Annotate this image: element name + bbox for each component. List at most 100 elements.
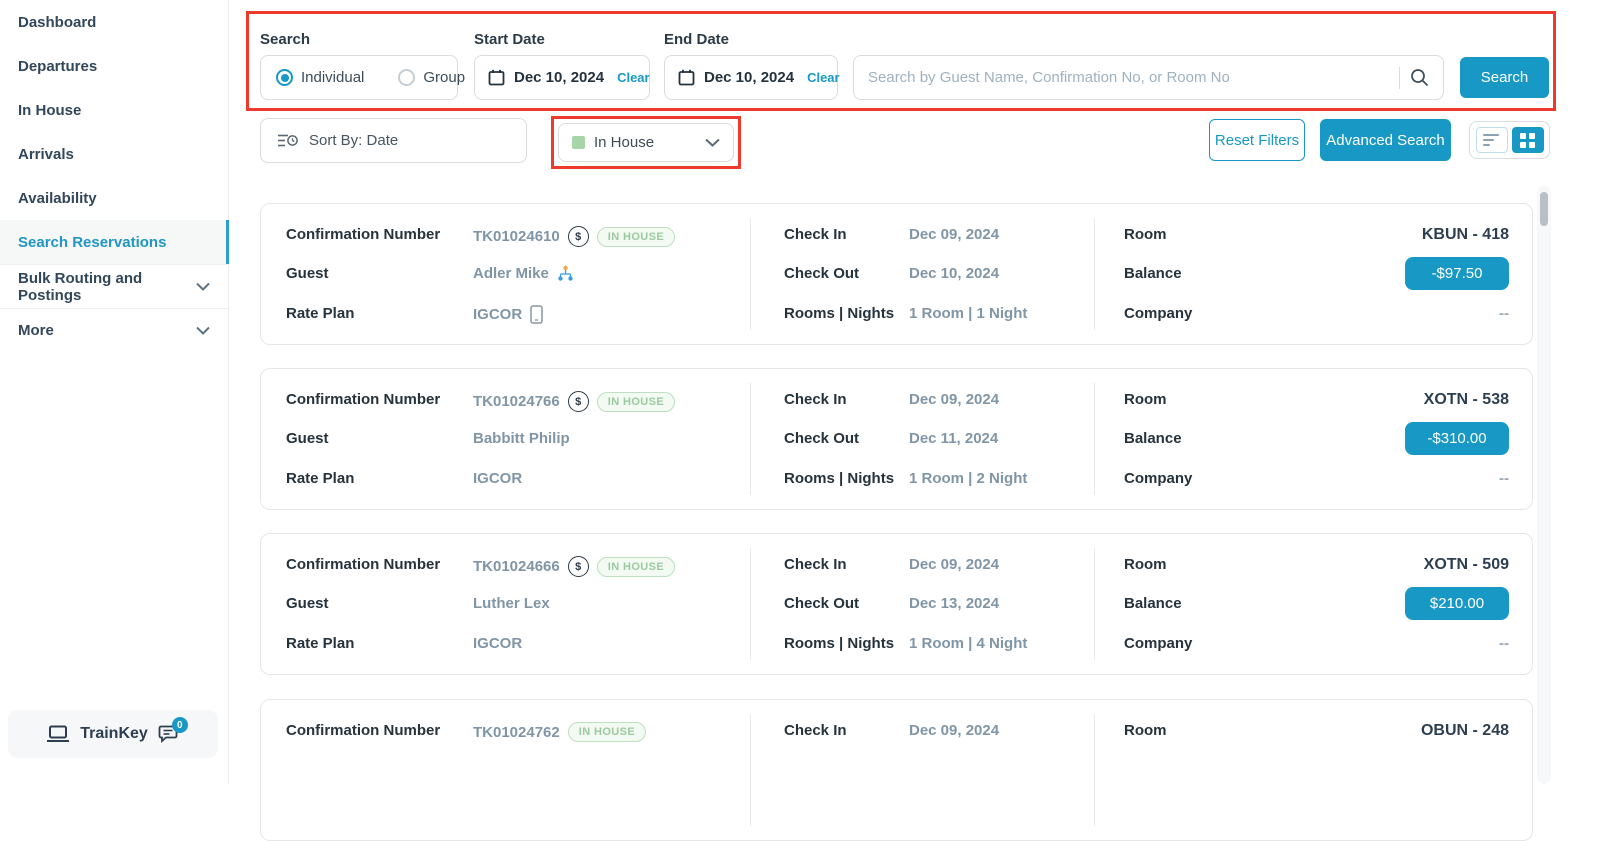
rate-plan-label: Rate Plan (286, 635, 355, 652)
in-house-status-swatch (572, 136, 585, 149)
rate-plan-label: Rate Plan (286, 305, 355, 322)
rooms-nights-label: Rooms | Nights (784, 470, 895, 487)
check-out-value: Dec 10, 2024 (909, 265, 1000, 282)
confirmation-number-value: TK01024766 $ IN HOUSE (473, 391, 676, 412)
company-label: Company (1124, 305, 1193, 322)
guest-label: Guest (286, 265, 329, 282)
sidebar: Dashboard Departures In House Arrivals A… (0, 0, 229, 784)
search-input[interactable] (868, 69, 1389, 86)
sidebar-item-arrivals[interactable]: Arrivals (18, 145, 74, 163)
chat-count-badge: 0 (171, 717, 188, 733)
sidebar-item-search-reservations[interactable]: Search Reservations (0, 220, 229, 264)
status-filter-value: In House (594, 134, 655, 151)
scrollbar-track[interactable] (1537, 186, 1551, 784)
check-out-label: Check Out (784, 265, 860, 282)
confirmation-number-value: TK01024666 $ IN HOUSE (473, 556, 676, 577)
status-badge: IN HOUSE (596, 226, 676, 247)
reset-filters-button[interactable]: Reset Filters (1209, 119, 1305, 161)
check-out-label: Check Out (784, 430, 860, 447)
scrollbar-thumb[interactable] (1540, 192, 1548, 226)
check-in-value: Dec 09, 2024 (909, 556, 1000, 573)
confirmation-number-value: TK01024762 IN HOUSE (473, 722, 647, 742)
dollar-icon[interactable]: $ (567, 556, 589, 577)
divider (750, 548, 751, 660)
rate-plan-value: IGCOR (473, 470, 523, 487)
sort-by-dropdown[interactable]: Sort By: Date (260, 118, 527, 163)
divider (750, 383, 751, 495)
check-in-value: Dec 09, 2024 (909, 226, 1000, 243)
guest-label: Guest (286, 595, 329, 612)
room-value: XOTN - 509 (1423, 556, 1509, 573)
sidebar-item-more[interactable]: More (0, 308, 228, 352)
chevron-down-icon (705, 138, 720, 147)
calendar-icon (678, 69, 695, 86)
balance-pill[interactable]: -$310.00 (1405, 422, 1509, 455)
rooms-nights-label: Rooms | Nights (784, 635, 895, 652)
dollar-icon[interactable]: $ (567, 226, 589, 247)
divider (1094, 714, 1095, 826)
guest-label: Guest (286, 430, 329, 447)
laptop-icon (46, 725, 70, 743)
check-in-value: Dec 09, 2024 (909, 391, 1000, 408)
search-input-container (853, 55, 1444, 100)
sidebar-item-bulk-routing[interactable]: Bulk Routing and Postings (0, 264, 228, 308)
confirmation-number-label: Confirmation Number (286, 391, 441, 408)
status-badge: IN HOUSE (596, 556, 676, 577)
check-in-label: Check In (784, 391, 847, 408)
status-filter-dropdown[interactable]: In House (558, 123, 734, 162)
mobile-phone-icon (530, 305, 543, 324)
confirmation-number-label: Confirmation Number (286, 722, 441, 739)
sidebar-item-in-house[interactable]: In House (18, 101, 82, 119)
start-date-clear-link[interactable]: Clear (617, 70, 650, 85)
guest-value[interactable]: Luther Lex (473, 595, 550, 612)
guest-value[interactable]: Babbitt Philip (473, 430, 570, 447)
search-type-radio-group: Individual Group (260, 55, 465, 100)
reservation-card[interactable]: Confirmation Number TK01024666 $ IN HOUS… (260, 533, 1533, 675)
rooms-nights-value: 1 Room | 2 Night (909, 470, 1028, 487)
trainkey-widget[interactable]: TrainKey 0 (8, 710, 218, 758)
rooms-nights-value: 1 Room | 4 Night (909, 635, 1028, 652)
balance-pill[interactable]: $210.00 (1405, 587, 1509, 620)
grid-view-icon[interactable] (1511, 127, 1544, 153)
search-section-label: Search (260, 31, 311, 48)
group-hierarchy-icon (557, 265, 574, 282)
room-label: Room (1124, 226, 1167, 243)
company-label: Company (1124, 635, 1193, 652)
company-label: Company (1124, 470, 1193, 487)
list-view-icon[interactable] (1475, 127, 1508, 153)
divider (750, 218, 751, 330)
view-toggle (1469, 121, 1550, 159)
reservation-card[interactable]: Confirmation Number TK01024766 $ IN HOUS… (260, 368, 1533, 510)
check-in-value: Dec 09, 2024 (909, 722, 1000, 739)
balance-label: Balance (1124, 265, 1182, 282)
divider (750, 714, 751, 826)
sidebar-item-dashboard[interactable]: Dashboard (18, 13, 97, 31)
confirmation-number-label: Confirmation Number (286, 226, 441, 243)
check-out-value: Dec 13, 2024 (909, 595, 1000, 612)
search-icon[interactable] (1410, 68, 1429, 87)
room-label: Room (1124, 556, 1167, 573)
chat-icon[interactable]: 0 (158, 717, 188, 743)
confirmation-number-label: Confirmation Number (286, 556, 441, 573)
trainkey-label: TrainKey (80, 725, 148, 742)
radio-group-option[interactable] (398, 69, 416, 86)
radio-individual[interactable] (276, 69, 293, 86)
reservation-card[interactable]: Confirmation Number TK01024610 $ IN HOUS… (260, 203, 1533, 345)
search-button[interactable]: Search (1460, 57, 1549, 98)
end-date-clear-link[interactable]: Clear (807, 70, 840, 85)
company-value: -- (1499, 635, 1509, 652)
balance-pill[interactable]: -$97.50 (1405, 257, 1509, 290)
start-date-picker[interactable]: Dec 10, 2024 Clear (474, 55, 650, 100)
dollar-icon[interactable]: $ (567, 391, 589, 412)
rate-plan-value: IGCOR (473, 635, 523, 652)
advanced-search-button[interactable]: Advanced Search (1320, 119, 1451, 161)
reservation-card[interactable]: Confirmation Number TK01024762 IN HOUSE … (260, 699, 1533, 841)
end-date-picker[interactable]: Dec 10, 2024 Clear (664, 55, 840, 100)
sidebar-item-availability[interactable]: Availability (18, 189, 97, 207)
sort-clock-icon (277, 133, 298, 148)
balance-label: Balance (1124, 595, 1182, 612)
balance-label: Balance (1124, 430, 1182, 447)
divider (1094, 218, 1095, 330)
divider (1399, 66, 1400, 89)
sidebar-item-departures[interactable]: Departures (18, 57, 98, 75)
